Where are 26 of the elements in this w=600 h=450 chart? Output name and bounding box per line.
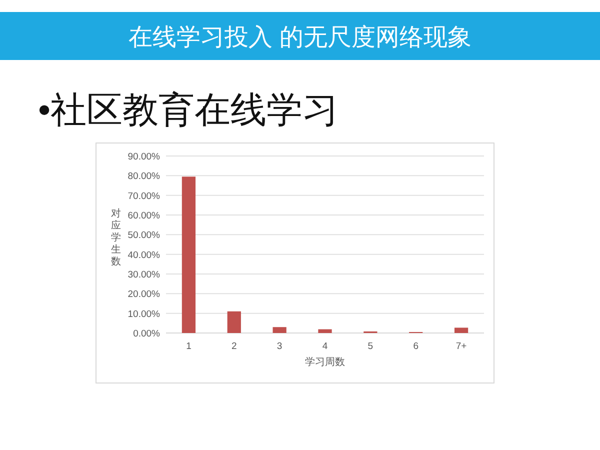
y-tick-label: 80.00% [128,171,161,182]
x-tick-label: 1 [186,341,192,352]
chart-title: 在线学习投入 的无尺度网络现象 [128,24,472,51]
x-tick-label: 7+ [456,341,468,352]
bar [318,329,332,333]
y-tick-label: 40.00% [128,250,161,261]
x-tick-label: 4 [322,341,328,352]
x-tick-label: 2 [231,341,237,352]
y-tick-label: 90.00% [128,152,161,162]
x-tick-label: 6 [413,341,419,352]
y-tick-label: 60.00% [128,210,161,222]
x-tick-label: 3 [276,341,282,352]
x-axis-title: 学习周数 [305,356,345,368]
y-axis-title: 对应学生数 [111,208,121,268]
y-tick-label: 70.00% [128,190,161,202]
y-tick-label: 20.00% [128,289,161,300]
y-tick-label: 10.00% [128,308,161,320]
chart-subtitle: •社区教育在线学习 [38,89,339,130]
y-tick-label: 30.00% [128,270,161,280]
bar [454,328,468,333]
bar [227,311,241,333]
bar [272,327,286,333]
y-tick-label: 50.00% [128,230,161,242]
bar [182,176,196,333]
x-tick-label: 5 [368,341,374,352]
y-tick-label: 0.00% [133,328,161,340]
